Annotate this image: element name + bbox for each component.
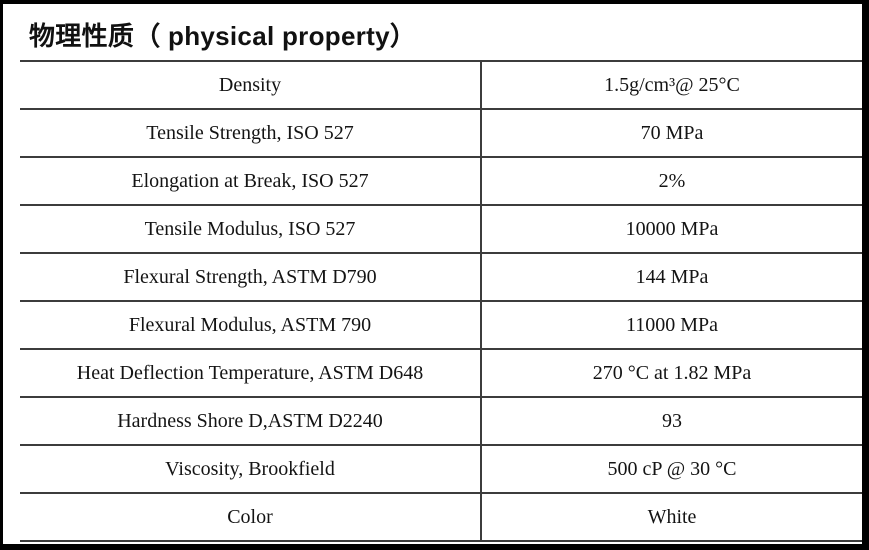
property-name-cell: Tensile Modulus, ISO 527 [20, 205, 482, 254]
table-row: Elongation at Break, ISO 527 2% [20, 157, 862, 206]
property-value-cell: 93 [481, 397, 862, 446]
physical-property-table: Density 1.5g/cm³@ 25°C Tensile Strength, I… [20, 60, 862, 542]
property-name-cell: Density [20, 61, 482, 110]
property-name-cell: Viscosity, Brookfield [20, 445, 482, 494]
table-row: Density 1.5g/cm³@ 25°C [20, 61, 862, 110]
property-value-cell: 144 MPa [481, 253, 862, 302]
property-value-cell: White [481, 493, 862, 542]
table-row: Heat Deflection Temperature, ASTM D648 27… [20, 349, 862, 398]
property-value-cell: 2% [481, 157, 862, 206]
table-row: Hardness Shore D,ASTM D2240 93 [20, 397, 862, 446]
property-value-cell: 270 °C at 1.82 MPa [481, 349, 862, 398]
property-name-cell: Flexural Strength, ASTM D790 [20, 253, 482, 302]
table-row: Color White [20, 493, 862, 542]
table-row: Tensile Strength, ISO 527 70 MPa [20, 109, 862, 158]
physical-property-table-body: Density 1.5g/cm³@ 25°C Tensile Strength, I… [20, 61, 862, 542]
table-row: Tensile Modulus, ISO 527 10000 MPa [20, 205, 862, 254]
table-row: Flexural Modulus, ASTM 790 11000 MPa [20, 301, 862, 350]
property-value-cell: 1.5g/cm³@ 25°C [481, 61, 862, 110]
property-value-cell: 10000 MPa [481, 205, 862, 254]
property-value-cell: 70 MPa [481, 109, 862, 158]
property-name-cell: Flexural Modulus, ASTM 790 [20, 301, 482, 350]
page-title: 物理性质（ physical property） [29, 21, 417, 51]
property-name-cell: Tensile Strength, ISO 527 [20, 109, 482, 158]
property-name-cell: Heat Deflection Temperature, ASTM D648 [20, 349, 482, 398]
table-row: Viscosity, Brookfield 500 cP @ 30 °C [20, 445, 862, 494]
table-row: Flexural Strength, ASTM D790 144 MPa [20, 253, 862, 302]
property-value-cell: 500 cP @ 30 °C [481, 445, 862, 494]
property-name-cell: Elongation at Break, ISO 527 [20, 157, 482, 206]
property-value-cell: 11000 MPa [481, 301, 862, 350]
property-name-cell: Hardness Shore D,ASTM D2240 [20, 397, 482, 446]
property-name-cell: Color [20, 493, 482, 542]
